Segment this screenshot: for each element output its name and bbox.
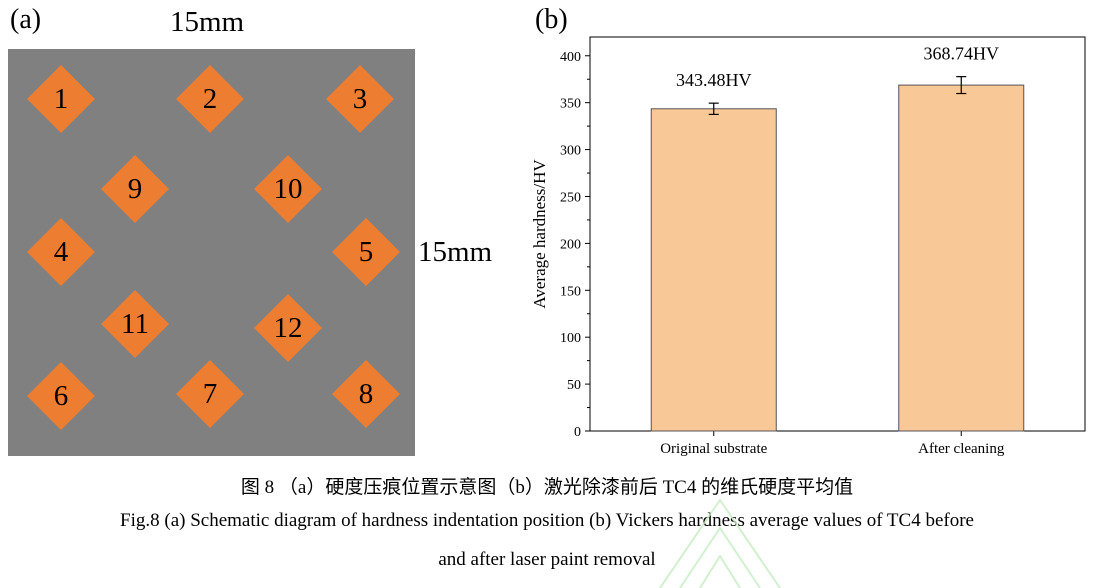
indentation-number: 6 [53,380,69,412]
indentation-number: 12 [273,312,303,344]
indentation-number: 4 [53,236,69,268]
y-tick-label: 100 [560,331,581,346]
y-tick-label: 200 [560,237,581,252]
specimen-plate: 1 2 3 9 10 4 5 11 12 6 7 8 [8,49,415,456]
data-label: 343.48HV [676,70,752,90]
data-label: 368.74HV [924,44,1000,64]
hardness-bar-chart: 0 50 100 150 200 250 300 350 400 Average hardness… [530,36,1086,457]
y-tick-label: 50 [567,378,581,393]
right-dimension-label: 15mm [418,236,493,268]
indentation-point: 11 [101,290,169,358]
indentation-number: 11 [121,308,149,340]
indentation-point: 6 [27,362,95,430]
bar [898,84,1025,432]
chart-axes [585,36,1086,436]
indentation-number: 5 [358,236,374,268]
x-tick-label: After cleaning [918,441,1005,457]
y-tick-label: 250 [560,190,581,205]
indentation-number: 1 [53,83,69,115]
chart-labels: 0 50 100 150 200 250 300 350 400 Average hardness… [530,44,1005,457]
indentation-point: 4 [27,218,95,286]
y-axis-label: Average hardness/HV [530,159,549,309]
indentation-point: 1 [27,65,95,133]
indentation-point: 5 [332,218,400,286]
indentation-number: 7 [202,378,218,410]
indentation-point: 12 [254,294,322,362]
panel-b-label: (b) [535,4,568,35]
indentation-point: 3 [326,65,394,133]
y-tick-label: 150 [560,284,581,299]
plot-frame [589,36,1086,432]
caption-chinese: 图 8 （a）硬度压痕位置示意图（b）激光除漆前后 TC4 的维氏硬度平均值 [240,477,854,498]
indentation-number: 2 [202,83,218,115]
caption-english-line2: and after laser paint removal [438,549,656,570]
indentation-number: 8 [358,378,374,410]
watermark-graphic [659,498,781,588]
y-tick-label: 350 [560,97,581,112]
panel-a-label: (a) [10,4,42,35]
indentation-point: 10 [254,155,322,223]
top-dimension-label: 15mm [170,6,245,38]
y-tick-label: 400 [560,50,581,65]
indentation-point: 9 [101,155,169,223]
indentation-point: 8 [332,360,400,428]
caption-english-line1: Fig.8 (a) Schematic diagram of hardness … [120,510,974,531]
y-tick-label: 0 [574,425,581,440]
indentation-number: 10 [273,173,303,205]
indentation-number: 9 [127,173,143,205]
x-tick-label: Original substrate [660,441,767,457]
indentation-point: 2 [176,65,244,133]
chart-bars [650,76,1025,432]
y-tick-label: 300 [560,144,581,159]
indentation-number: 3 [352,83,368,115]
indentation-point: 7 [176,360,244,428]
bar [650,108,777,432]
